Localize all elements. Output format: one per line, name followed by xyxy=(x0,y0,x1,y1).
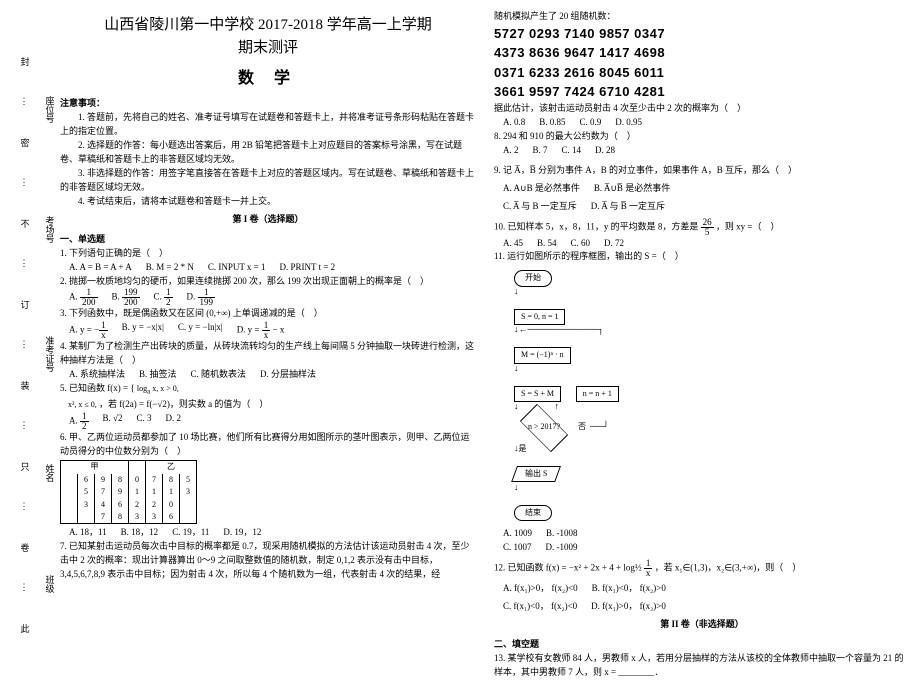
notice-item: 4. 考试结束后，请将本试题卷和答题卡一并上交。 xyxy=(60,195,476,209)
name-label: 姓名 xyxy=(44,464,57,482)
stem-leaf-plot: 甲乙 6980785 5791113 346220 78336 xyxy=(60,460,197,524)
section1: 一、单选题 xyxy=(60,233,476,247)
section2: 二、填空题 xyxy=(494,638,910,652)
right-column: 随机模拟产生了 20 组随机数： 5727 0293 7140 9857 034… xyxy=(494,10,910,680)
q3-opts: A. y = −1x B. y = −x|x| C. y = −ln|x| D.… xyxy=(69,321,476,340)
notice-item: 3. 非选择题的作答：用签字笔直接答在答题卡上对应的答题区域内。写在试题卷、草稿… xyxy=(60,167,476,195)
q11-stem: 11. 运行如图所示的程序框图，输出的 S =（ ） xyxy=(494,250,910,264)
q7-stem: 7. 已知某射击运动员每次击中目标的概率都是 0.7，现采用随机模拟的方法估计该… xyxy=(60,540,476,582)
q13-stem: 13. 某学校有女教师 84 人，男教师 x 人，若用分层抽样的方法从该校的全体… xyxy=(494,652,910,680)
q6-stem: 6. 甲、乙两位运动员都参加了 10 场比赛，他们所有比赛得分用如图所示的茎叶图… xyxy=(60,431,476,459)
bind-char: 卷 xyxy=(20,541,29,554)
notice-title: 注意事项： xyxy=(60,97,476,111)
bind-char: 此 xyxy=(20,622,29,635)
q12-stem: 12. 已知函数 f(x) = −x² + 2x + 4 + log½ 1x ，… xyxy=(494,559,910,578)
bind-char: 封 xyxy=(20,55,29,68)
q10-opts: A. 45 B. 54 C. 60 D. 72 xyxy=(503,237,910,251)
part2-title: 第 II 卷（非选择题） xyxy=(494,618,910,632)
flow-s: S = S + M xyxy=(514,386,561,402)
q2-stem: 2. 抛掷一枚质地均匀的硬币，如果连续抛掷 200 次，那么 199 次出现正面… xyxy=(60,275,476,289)
bind-char: 不 xyxy=(20,217,29,230)
q9-stem: 9. 记 A̅，B̅ 分别为事件 A，B 的对立事件，如果事件 A，B 互斥，那… xyxy=(494,164,910,178)
flow-cond: n > 2017? xyxy=(514,412,574,442)
notice-item: 1. 答题前，先将自己的姓名、准考证号填写在试题卷和答题卡上，并将准考证号条形码… xyxy=(60,111,476,139)
q10-stem: 10. 已知样本 5，x，8，11，y 的平均数是 8，方差是 265 ，则 x… xyxy=(494,218,910,237)
q8-stem: 8. 294 和 910 的最大公约数为（ ） xyxy=(494,130,910,144)
q1-stem: 1. 下列语句正确的是（ ） xyxy=(60,247,476,261)
bind-char: 只 xyxy=(20,460,29,473)
q11-opts: A. 1009 B. -1008 xyxy=(503,527,910,541)
q1-opts: A. A = B = A + A B. M = 2 * N C. INPUT x… xyxy=(69,261,476,275)
title-line2: 期末测评 xyxy=(60,37,476,60)
class-label: 班级 xyxy=(44,575,57,593)
q4-opts: A. 系统抽样法 B. 抽签法 C. 随机数表法 D. 分层抽样法 xyxy=(69,368,476,382)
rand-note: 随机模拟产生了 20 组随机数： xyxy=(494,10,910,24)
bind-char: 订 xyxy=(20,298,29,311)
q8-opts: A. 2 B. 7 C. 14 D. 28 xyxy=(503,144,910,158)
flow-inc: n = n + 1 xyxy=(576,386,619,402)
q4-stem: 4. 某制厂为了检测生产出砖块的质量，从砖块流转均匀的生产线上每间隔 5 分钟抽… xyxy=(60,340,476,368)
q2-opts: A. 1200 B. 199200 C. 12 D. 1199 xyxy=(69,288,476,307)
part1-title: 第 I 卷（选择题） xyxy=(60,213,476,227)
q6-opts: A. 18，11 B. 18，12 C. 19，11 D. 19，12 xyxy=(69,526,476,540)
binding-column: 封 ⋮ 密 ⋮ 不 ⋮ 订 ⋮ 装 ⋮ 只 ⋮ 卷 ⋮ 此 xyxy=(10,10,40,680)
flow-start: 开始 xyxy=(514,270,552,286)
title-line1: 山西省陵川第一中学校 2017-2018 学年高一上学期 xyxy=(60,14,476,37)
flow-end: 结束 xyxy=(514,505,552,521)
notice-item: 2. 选择题的作答：每小题选出答案后，用 2B 铅笔把答题卡上对应题目的答案标号… xyxy=(60,139,476,167)
q7-opts: A. 0.8 B. 0.85 C. 0.9 D. 0.95 xyxy=(503,116,910,130)
q5-stem: 5. 已知函数 f(x) = { loga x, x > 0, x², x ≤ … xyxy=(60,382,476,411)
flow-m: M = (−1)ⁿ · n xyxy=(514,347,571,363)
q5-opts: A. 12 B. √2 C. 3 D. 2 xyxy=(69,412,476,431)
subject: 数 学 xyxy=(60,67,476,92)
flow-init: S = 0, n = 1 xyxy=(514,309,565,325)
examid-label: 准考证号 xyxy=(44,336,57,372)
bind-char: 密 xyxy=(20,136,29,149)
label-column: 座位号 考场号 准考证号 姓名 班级 xyxy=(40,10,60,680)
room-label: 考场号 xyxy=(44,216,57,243)
q9-opts: A. A∪B 是必然事件 B. A̅∪B̅ 是必然事件 xyxy=(503,182,910,196)
q12-opts: A. f(x₁)>0， f(x₂)<0 B. f(x₁)<0， f(x₂)>0 xyxy=(503,582,910,596)
bind-char: 装 xyxy=(20,379,29,392)
random-numbers: 5727 0293 7140 9857 0347 4373 8636 9647 … xyxy=(494,24,910,102)
left-column: 山西省陵川第一中学校 2017-2018 学年高一上学期 期末测评 数 学 注意… xyxy=(60,10,476,680)
q3-stem: 3. 下列函数中，既是偶函数又在区间 (0,+∞) 上单调递减的是（ ） xyxy=(60,307,476,321)
flowchart: 开始 ↓ S = 0, n = 1 ↓←───────────┐ M = (−1… xyxy=(514,270,910,521)
seat-label: 座位号 xyxy=(44,96,57,123)
q7b: 据此估计，该射击运动员射击 4 次至少击中 2 次的概率为（ ） xyxy=(494,102,910,116)
flow-out: 输出 S xyxy=(511,466,561,482)
